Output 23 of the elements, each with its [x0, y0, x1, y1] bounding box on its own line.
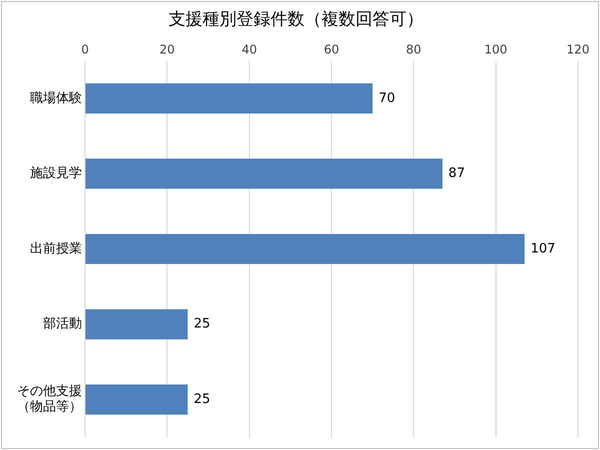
bar [86, 83, 373, 114]
y-tick-label: 部活動 [43, 316, 82, 332]
data-label: 25 [194, 316, 210, 332]
y-tick-label: その他支援（物品等） [17, 384, 82, 415]
bar [86, 384, 188, 415]
data-label: 70 [378, 90, 396, 106]
data-label: 87 [448, 166, 465, 182]
bar [86, 309, 188, 340]
x-tick-label: 20 [160, 42, 175, 57]
x-tick-label: 40 [242, 42, 257, 57]
bar [86, 234, 525, 264]
x-tick-label: 0 [81, 42, 89, 57]
y-tick-label: 出前授業 [30, 241, 82, 256]
x-tick-label: 80 [406, 42, 422, 57]
bar [86, 158, 442, 189]
y-tick-label: 施設見学 [30, 166, 82, 182]
x-tick-label: 120 [566, 42, 590, 57]
data-label: 107 [530, 241, 556, 256]
x-tick-label: 100 [484, 42, 508, 57]
data-label: 25 [194, 392, 210, 407]
x-tick-label: 60 [324, 42, 340, 57]
y-tick-label: 職場体験 [30, 90, 82, 106]
chart-title: 支援種別登録件数（複数回答可） [168, 10, 424, 30]
